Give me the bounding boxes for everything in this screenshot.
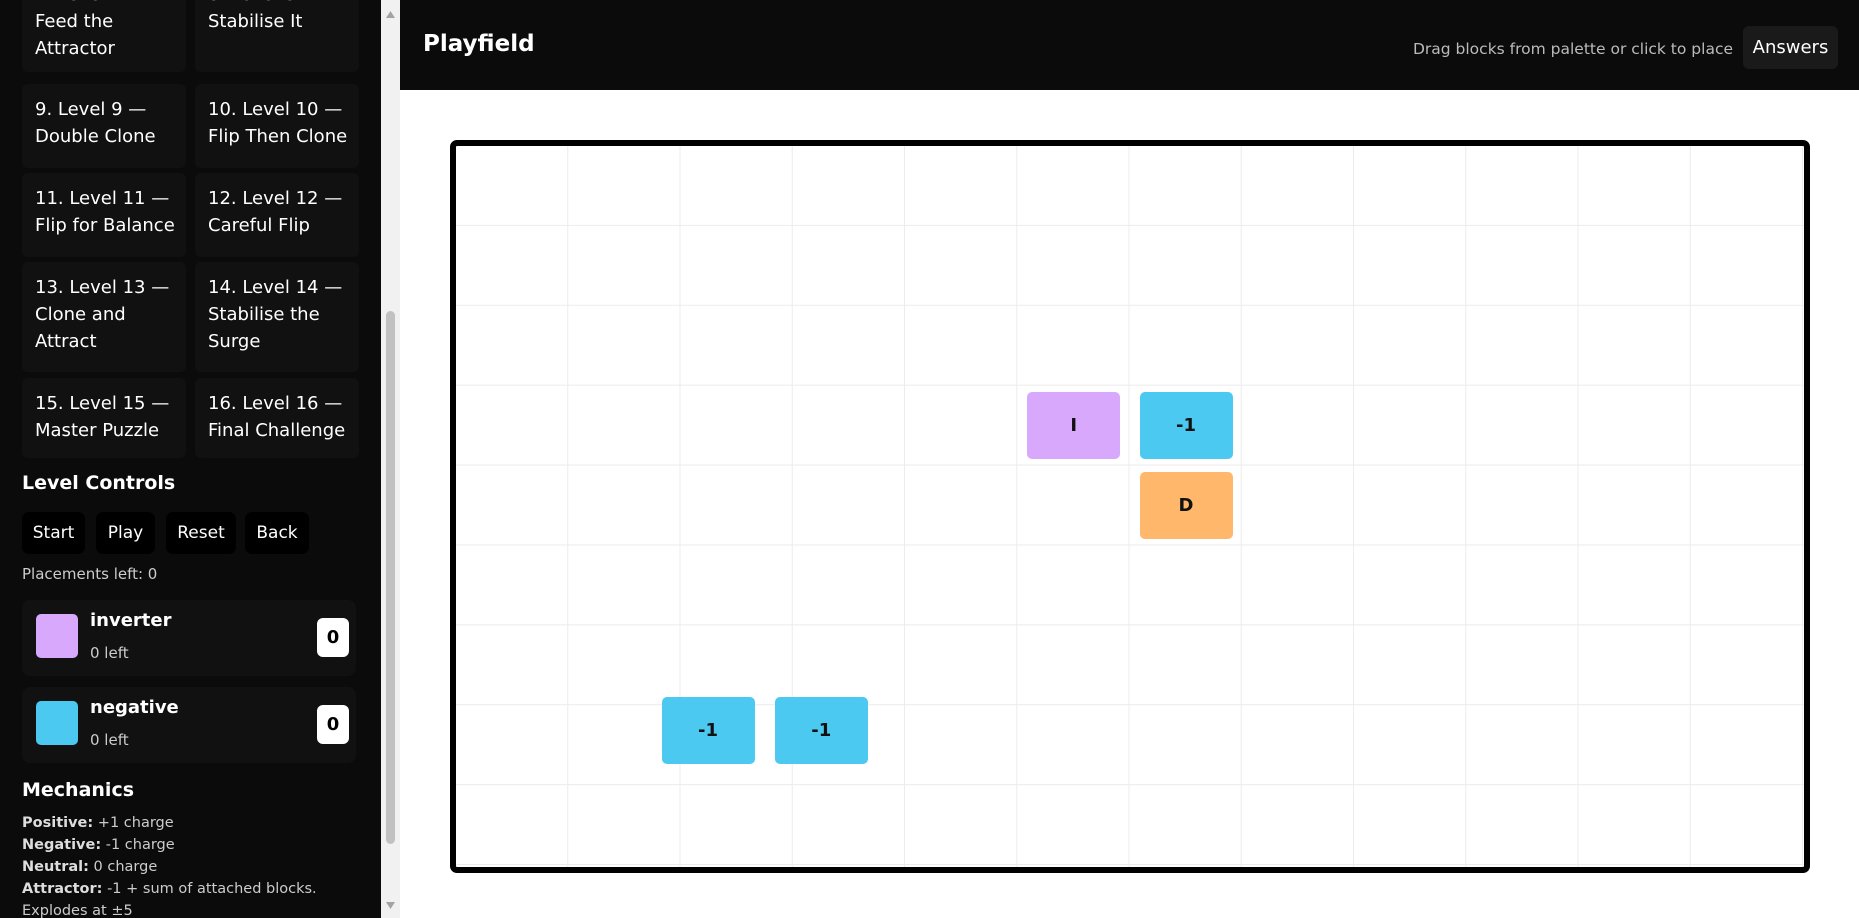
answers-button[interactable]: Answers — [1743, 26, 1838, 69]
level-card[interactable]: 13. Level 13 — Clone and Attract — [22, 262, 186, 372]
desc: -1 + sum of attached blocks. Explodes at… — [22, 881, 317, 918]
reset-button[interactable]: Reset — [166, 512, 236, 554]
term: Neutral: — [22, 859, 89, 875]
app-title: Playfield — [423, 31, 535, 57]
scroll-arrows — [386, 11, 395, 909]
mechanic: Neutral: 0 charge — [22, 856, 362, 878]
sidebar: 7. Level 7 — Feed the Attractor 8. Level… — [0, 0, 381, 918]
mechanics-title: Mechanics — [22, 779, 135, 801]
palette-item[interactable]: negative 0 left 0 — [22, 687, 356, 763]
play-button[interactable]: Play — [96, 512, 155, 554]
mechanic: Positive: +1 charge — [22, 812, 362, 834]
block[interactable]: -1 — [774, 697, 868, 765]
desc: +1 charge — [97, 815, 174, 831]
level-card[interactable]: 14. Level 14 — Stabilise the Surge — [195, 262, 359, 372]
level-card[interactable]: 16. Level 16 — Final Challenge — [195, 378, 359, 458]
palette-name: negative — [90, 697, 179, 718]
controls-title: Level Controls — [22, 472, 176, 494]
level-card[interactable]: 15. Level 15 — Master Puzzle — [22, 378, 186, 458]
mechanics-list: Positive: +1 charge Negative: -1 charge … — [22, 812, 362, 918]
block[interactable]: -1 — [661, 697, 755, 765]
term: Positive: — [22, 815, 94, 831]
palette-left: 0 left — [90, 731, 129, 749]
block[interactable]: D — [1139, 471, 1233, 539]
level-card[interactable]: 9. Level 9 — Double Clone — [22, 84, 186, 168]
block[interactable]: I — [1027, 391, 1121, 459]
start-button[interactable]: Start — [22, 512, 85, 554]
back-button[interactable]: Back — [245, 512, 309, 554]
level-card[interactable]: 11. Level 11 — Flip for Balance — [22, 173, 186, 257]
palette-name: inverter — [90, 610, 172, 631]
palette-count: 0 — [317, 705, 349, 744]
palette-left: 0 left — [90, 644, 129, 662]
desc: -1 charge — [105, 837, 175, 853]
mechanic: Attractor: -1 + sum of attached blocks. … — [22, 878, 322, 918]
term: Attractor: — [22, 881, 103, 897]
swatch — [36, 701, 78, 745]
swatch — [36, 614, 78, 658]
term: Negative: — [22, 837, 102, 853]
scrollbar[interactable] — [381, 0, 400, 918]
palette-count: 0 — [317, 618, 349, 657]
level-card[interactable]: 8. Level 8 — Stabilise It — [195, 0, 359, 72]
palette-item[interactable]: inverter 0 left 0 — [22, 600, 356, 676]
board[interactable]: I -1 D -1 -1 — [450, 140, 1810, 873]
block[interactable]: -1 — [1139, 391, 1233, 459]
level-card[interactable]: 10. Level 10 — Flip Then Clone — [195, 84, 359, 168]
desc: 0 charge — [93, 859, 158, 875]
header: Playfield Drag blocks from palette or cl… — [400, 0, 1859, 90]
scroll-thumb[interactable] — [386, 311, 395, 844]
hint: Drag blocks from palette or click to pla… — [1412, 40, 1733, 58]
mechanic: Negative: -1 charge — [22, 834, 362, 856]
level-card[interactable]: 7. Level 7 — Feed the Attractor — [22, 0, 186, 72]
level-card[interactable]: 12. Level 12 — Careful Flip — [195, 173, 359, 257]
placements-left: Placements left: 0 — [22, 565, 158, 583]
